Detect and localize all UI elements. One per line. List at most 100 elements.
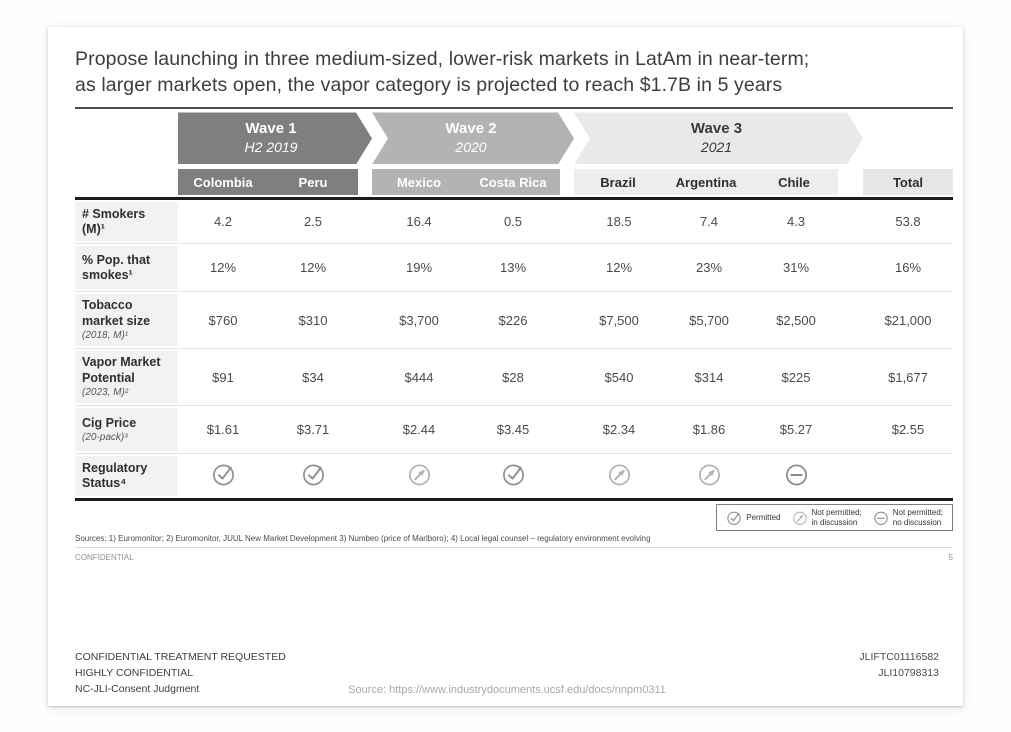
- wave2-country-bar: Mexico Costa Rica: [372, 169, 560, 196]
- title-line-1: Propose launching in three medium-sized,…: [75, 48, 810, 70]
- table-row-regulatory-status: Regulatory Status⁴: [75, 454, 953, 498]
- permitted-icon: [726, 510, 742, 526]
- cell-smokers-brazil: 18.5: [606, 214, 632, 230]
- cell-pop-brazil: 12%: [605, 260, 633, 276]
- cell-status-chile: [754, 454, 838, 498]
- cell-vapor-colombia: $91: [212, 369, 234, 385]
- cell-status-colombia: [178, 454, 268, 498]
- wave1-period: H2 2019: [244, 139, 298, 156]
- cell-tobacco-total: $21,000: [884, 312, 932, 328]
- cell-smokers-costa-rica: 0.5: [503, 214, 523, 230]
- table-row-cig-price: Cig Price (20-pack)³ $1.61 $3.71 $2.44 $…: [75, 406, 953, 455]
- permitted-icon: [301, 462, 326, 490]
- table-row-smokers: # Smokers (M)¹ 4.2 2.5 16.4 0.5 18.5 7.4…: [75, 200, 953, 245]
- cell-smokers-argentina: 7.4: [699, 214, 719, 230]
- cell-vapor-argentina: $314: [694, 369, 724, 385]
- cell-status-brazil: [574, 454, 664, 498]
- cell-cig-chile: $5.27: [779, 422, 813, 438]
- title-divider: [75, 107, 953, 110]
- footer-bates-numbers: JLIFTC01116582 JLI10798313: [859, 651, 939, 679]
- legend-item-not-permitted: Not permitted; no discussion: [873, 508, 943, 527]
- regulatory-legend: Permitted Not permitted; in discussion N…: [716, 504, 953, 531]
- column-header-total: Total: [863, 169, 953, 196]
- wave3-period: 2021: [700, 139, 733, 156]
- cell-status-peru: [268, 454, 358, 498]
- confidential-label: CONFIDENTIAL: [75, 552, 134, 562]
- row-label-smokers: # Smokers (M)¹: [75, 202, 178, 242]
- cell-cig-costa-rica: $3.45: [496, 422, 530, 438]
- legend-item-permitted: Permitted: [726, 510, 781, 526]
- column-header-argentina: Argentina: [675, 174, 737, 190]
- wave1-arrow: Wave 1 H2 2019: [178, 112, 372, 164]
- cell-vapor-costa-rica: $28: [502, 369, 524, 385]
- row-label-pop-smokes: % Pop. that smokes¹: [75, 246, 178, 290]
- wave2-period: 2020: [455, 139, 487, 156]
- cell-pop-colombia: 12%: [209, 260, 237, 276]
- cell-cig-mexico: $2.44: [402, 422, 436, 438]
- row-label-tobacco-market: Tobacco market size (2018, M)¹: [75, 294, 178, 347]
- wave3-country-bar: Brazil Argentina Chile: [574, 169, 838, 196]
- column-header-colombia: Colombia: [193, 174, 253, 190]
- row-label-cig-price: Cig Price (20-pack)³: [75, 408, 178, 452]
- table-bottom-divider: [75, 498, 953, 502]
- row-label-regulatory-status: Regulatory Status⁴: [75, 456, 178, 497]
- cell-tobacco-argentina: $5,700: [689, 312, 729, 328]
- footer-left-block: CONFIDENTIAL TREATMENT REQUESTED HIGHLY …: [75, 651, 286, 695]
- column-header-chile: Chile: [778, 174, 810, 190]
- wave2-arrow: Wave 2 2020: [372, 112, 574, 164]
- slide-card: Propose launching in three medium-sized,…: [48, 27, 963, 706]
- cell-status-mexico: [372, 454, 466, 498]
- cell-vapor-peru: $34: [302, 369, 324, 385]
- cell-smokers-total: 53.8: [895, 214, 921, 230]
- in-discussion-icon: [407, 462, 432, 490]
- wave2-label: Wave 2: [445, 120, 497, 138]
- column-header-brazil: Brazil: [600, 174, 636, 190]
- header-divider: [75, 197, 953, 201]
- cell-vapor-total: $1,677: [888, 369, 928, 385]
- cell-tobacco-mexico: $3,700: [399, 312, 439, 328]
- cell-smokers-peru: 2.5: [303, 214, 323, 230]
- cell-cig-total: $2.55: [891, 422, 925, 438]
- cell-vapor-mexico: $444: [404, 369, 434, 385]
- page-number: 5: [948, 552, 953, 562]
- wave3-arrow: Wave 3 2021: [574, 112, 863, 164]
- cell-status-total: [863, 454, 953, 498]
- cell-cig-colombia: $1.61: [206, 422, 240, 438]
- legend-item-in-discussion: Not permitted; in discussion: [792, 508, 862, 527]
- table-row-vapor-potential: Vapor Market Potential (2023, M)² $91 $3…: [75, 349, 953, 407]
- cell-cig-brazil: $2.34: [602, 422, 636, 438]
- cell-tobacco-costa-rica: $226: [498, 312, 528, 328]
- cell-pop-mexico: 19%: [405, 260, 433, 276]
- sources-note: Sources: 1) Euromonitor; 2) Euromonitor,…: [75, 533, 651, 543]
- cell-cig-peru: $3.71: [296, 422, 330, 438]
- cell-tobacco-brazil: $7,500: [599, 312, 639, 328]
- wave-arrow-row: Wave 1 H2 2019 Wave 2 2020 Wave 3 2021: [75, 112, 953, 164]
- in-discussion-icon: [792, 510, 808, 526]
- cell-pop-peru: 12%: [299, 260, 327, 276]
- row-label-vapor-potential: Vapor Market Potential (2023, M)²: [75, 351, 178, 404]
- page-title: Propose launching in three medium-sized,…: [75, 47, 953, 98]
- cell-smokers-colombia: 4.2: [213, 214, 233, 230]
- cell-tobacco-chile: $2,500: [776, 312, 816, 328]
- column-header-mexico: Mexico: [396, 174, 442, 190]
- cell-vapor-brazil: $540: [604, 369, 634, 385]
- not-permitted-icon: [784, 462, 809, 490]
- cell-status-costa-rica: [466, 454, 560, 498]
- column-header-costa-rica: Costa Rica: [479, 174, 547, 190]
- market-table: Wave 1 H2 2019 Wave 2 2020 Wave 3 2021 C…: [75, 112, 953, 502]
- footer-source-url: Source: https://www.industrydocuments.uc…: [348, 684, 666, 696]
- column-header-peru: Peru: [298, 174, 328, 190]
- in-discussion-icon: [697, 462, 722, 490]
- cell-pop-chile: 31%: [782, 260, 810, 276]
- in-discussion-icon: [607, 462, 632, 490]
- wave1-label: Wave 1: [245, 120, 297, 138]
- table-row-tobacco-market: Tobacco market size (2018, M)¹ $760 $310…: [75, 292, 953, 350]
- title-line-2: as larger markets open, the vapor catego…: [75, 73, 783, 96]
- cell-smokers-chile: 4.3: [786, 214, 806, 230]
- cell-vapor-chile: $225: [781, 369, 811, 385]
- permitted-icon: [211, 462, 236, 490]
- permitted-icon: [501, 462, 526, 490]
- cell-status-argentina: [664, 454, 754, 498]
- wave1-country-bar: Colombia Peru: [178, 169, 358, 196]
- country-header-row: Colombia Peru Mexico Costa Rica Brazil A…: [75, 169, 953, 196]
